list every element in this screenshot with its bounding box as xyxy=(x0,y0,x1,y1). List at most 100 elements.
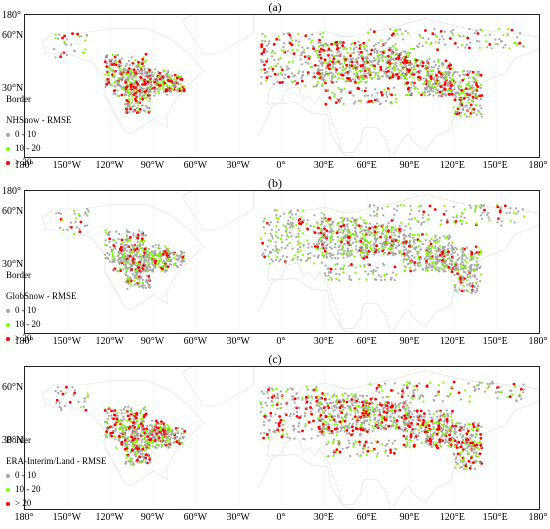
station-point xyxy=(156,426,160,430)
station-point xyxy=(124,110,127,113)
station-point xyxy=(328,59,332,63)
station-point xyxy=(80,406,83,409)
station-point xyxy=(448,257,451,260)
station-point xyxy=(389,57,392,60)
station-point xyxy=(363,72,366,75)
station-point xyxy=(86,214,89,217)
station-point xyxy=(280,435,284,439)
station-point xyxy=(133,79,136,82)
station-point xyxy=(449,63,452,67)
station-point xyxy=(69,221,72,224)
station-point xyxy=(348,63,351,66)
station-point xyxy=(374,278,377,281)
station-point xyxy=(110,69,113,72)
station-point xyxy=(467,84,470,87)
station-point xyxy=(293,80,296,83)
station-point xyxy=(413,217,416,220)
station-point xyxy=(168,89,171,92)
map-area xyxy=(24,14,540,158)
station-point xyxy=(175,440,179,444)
station-point xyxy=(471,284,474,288)
station-point xyxy=(454,284,457,287)
station-point xyxy=(119,251,122,254)
station-point xyxy=(343,427,346,430)
station-point xyxy=(293,401,296,404)
station-point xyxy=(151,444,154,447)
station-point xyxy=(334,60,338,64)
station-point xyxy=(175,435,178,438)
station-point xyxy=(324,72,327,75)
station-point xyxy=(138,264,141,267)
station-point xyxy=(367,230,370,233)
station-point xyxy=(479,84,482,87)
station-point xyxy=(448,76,452,79)
legend-swatch xyxy=(6,160,10,165)
station-point xyxy=(125,106,128,109)
station-point xyxy=(122,263,125,266)
station-point xyxy=(377,224,380,227)
y-tick-label: 60°N xyxy=(2,382,24,393)
legend: Border GlobSnow - RMSE 0 - 10 10 - 20 > … xyxy=(6,269,77,346)
station-point xyxy=(431,85,434,88)
station-point xyxy=(105,435,108,438)
station-point xyxy=(363,66,366,69)
station-point xyxy=(353,72,356,75)
station-point xyxy=(326,392,329,396)
station-point xyxy=(141,284,144,288)
station-point xyxy=(414,248,417,251)
station-point xyxy=(280,403,283,406)
station-point xyxy=(424,67,427,70)
station-point xyxy=(302,70,305,74)
station-point xyxy=(332,253,335,257)
station-point xyxy=(148,278,151,281)
station-point xyxy=(136,439,139,442)
station-point xyxy=(176,430,179,433)
station-point xyxy=(282,32,285,36)
station-point xyxy=(475,79,478,82)
station-point xyxy=(178,442,182,445)
station-point xyxy=(441,250,444,254)
station-point xyxy=(458,88,461,91)
station-point xyxy=(268,67,271,70)
station-point xyxy=(395,227,398,230)
station-point xyxy=(473,252,476,255)
station-point xyxy=(462,73,465,76)
station-point xyxy=(384,278,387,281)
station-point xyxy=(404,225,407,228)
station-point xyxy=(111,426,114,429)
station-point xyxy=(380,93,384,97)
station-point xyxy=(104,85,107,88)
station-point xyxy=(345,239,348,242)
station-point xyxy=(452,252,455,255)
station-point xyxy=(272,42,276,46)
station-point xyxy=(456,267,459,270)
station-point xyxy=(169,441,172,444)
station-point xyxy=(429,242,433,246)
station-point xyxy=(135,416,138,420)
station-point xyxy=(143,434,146,437)
station-point xyxy=(120,259,123,262)
station-point xyxy=(395,57,398,61)
station-point xyxy=(393,265,397,269)
station-point xyxy=(118,72,121,75)
station-point xyxy=(167,252,170,255)
station-point xyxy=(276,407,279,410)
station-point xyxy=(389,46,392,49)
station-point xyxy=(337,239,340,242)
station-point xyxy=(173,256,176,259)
y-tick-label: 60°N xyxy=(2,206,24,217)
station-point xyxy=(364,229,367,232)
station-point xyxy=(161,438,164,441)
station-point xyxy=(161,265,165,268)
station-point xyxy=(479,86,482,89)
station-point xyxy=(428,239,431,243)
station-point xyxy=(143,82,147,86)
station-point xyxy=(145,429,148,432)
station-point xyxy=(467,275,470,278)
station-point xyxy=(393,252,396,255)
station-point xyxy=(394,93,397,97)
station-point xyxy=(465,83,469,87)
station-point xyxy=(111,53,114,56)
station-point xyxy=(144,93,147,96)
station-point xyxy=(143,266,146,269)
